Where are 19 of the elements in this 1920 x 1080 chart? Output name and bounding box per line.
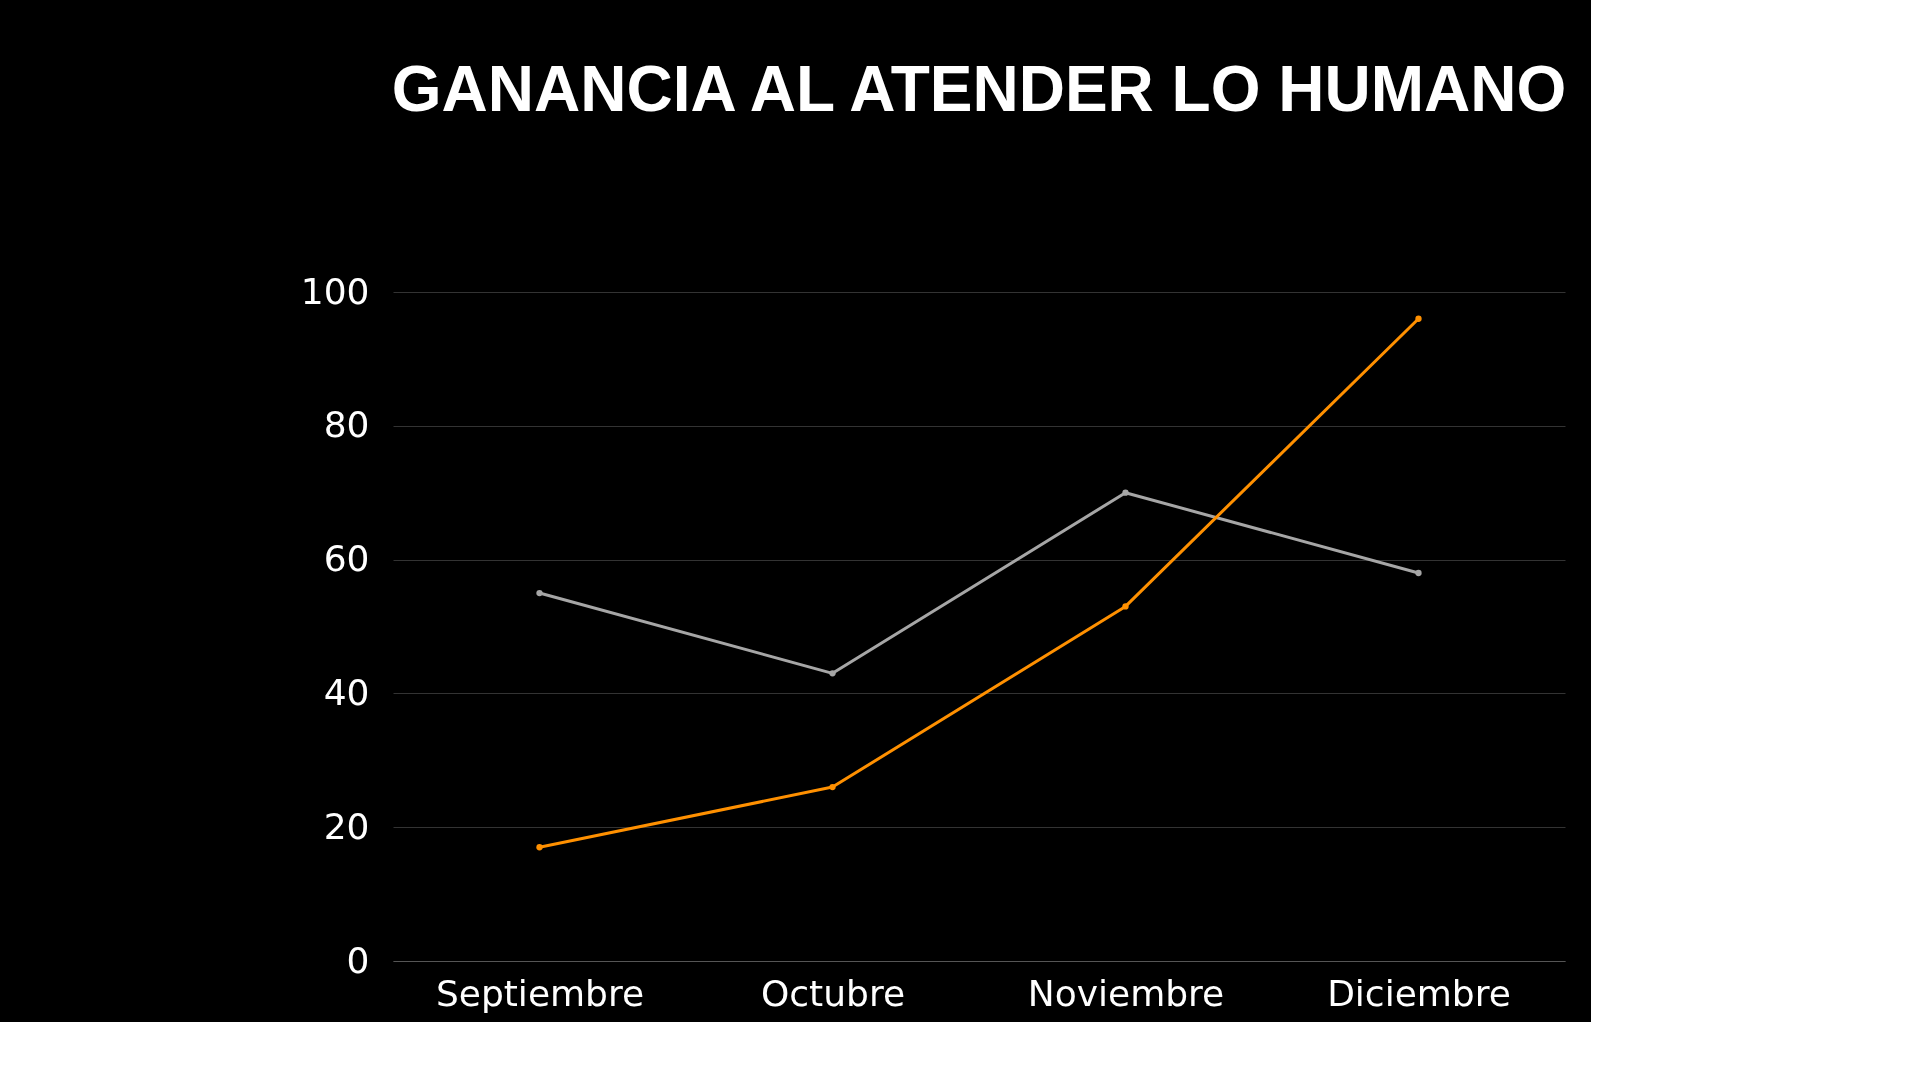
y-tick-label: 20: [323, 805, 370, 847]
x-tick-label: Noviembre: [1027, 972, 1225, 1014]
x-tick-label: Septiembre: [435, 972, 645, 1014]
y-tick-label: 100: [300, 270, 370, 312]
chart-title: GANANCIA AL ATENDER LO HUMANO: [391, 53, 1567, 125]
y-tick-label: 80: [323, 404, 370, 446]
point: [1122, 603, 1129, 610]
point: [1415, 569, 1422, 577]
point: [829, 783, 836, 791]
point: [829, 670, 836, 677]
y-tick-label: 40: [323, 671, 370, 713]
x-tick-label: Diciembre: [1327, 972, 1511, 1014]
point: [1122, 489, 1129, 496]
point: [536, 589, 543, 597]
point: [536, 844, 543, 851]
y-tick-label: 60: [323, 538, 370, 580]
x-tick-label: Octubre: [760, 972, 906, 1014]
y-tick-label: 0: [346, 939, 370, 981]
point: [1415, 315, 1422, 322]
